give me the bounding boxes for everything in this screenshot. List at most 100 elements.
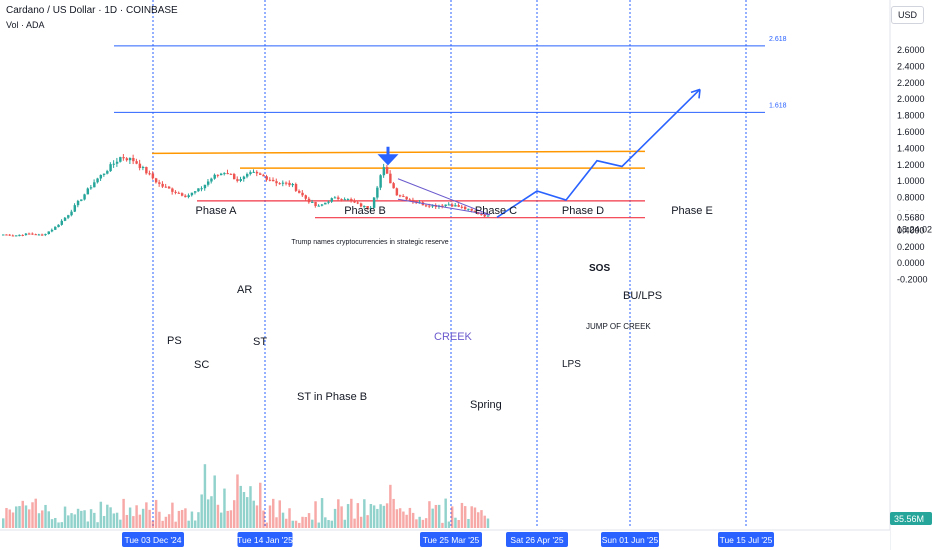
candle-body	[483, 214, 486, 217]
volume-bar	[125, 514, 129, 528]
candle-body	[236, 179, 239, 181]
candle-body	[285, 182, 288, 184]
candle-body	[83, 194, 86, 200]
candle-body	[262, 174, 265, 177]
volume-bar	[8, 509, 11, 528]
fib-label: 2.618	[769, 36, 787, 43]
volume-bar	[314, 501, 317, 528]
volume-bar	[278, 500, 281, 528]
candle-body	[89, 187, 93, 189]
volume-bar	[424, 518, 428, 528]
candle-body	[184, 195, 187, 198]
candle-body	[109, 164, 112, 172]
volume-bar	[324, 517, 327, 528]
volume-bar	[106, 504, 109, 528]
volume-bar	[275, 517, 278, 528]
level-lines: 2.618 1.618	[114, 36, 787, 219]
volume-bar	[288, 508, 291, 528]
volume-bar	[333, 508, 337, 528]
volume-bar	[428, 501, 431, 528]
candle-body	[128, 157, 132, 161]
candle-body	[298, 190, 301, 193]
volume-bar	[190, 511, 194, 528]
date-badge-label: Tue 15 Jul '25	[720, 535, 773, 545]
volume-bar	[437, 504, 441, 528]
volume-bar	[239, 485, 242, 528]
volume-bar	[441, 522, 444, 528]
candle-body	[372, 197, 376, 208]
volume-bar	[70, 513, 73, 528]
volume-bar	[83, 510, 86, 528]
volume-bar	[236, 474, 239, 528]
candle-body	[148, 173, 151, 175]
candle-body	[197, 188, 200, 192]
volume-bar	[60, 522, 64, 528]
volume-bar	[421, 519, 425, 528]
volume-bar	[63, 506, 67, 528]
candle-body	[174, 191, 177, 193]
volume-bar	[418, 516, 421, 528]
candle-body	[278, 183, 281, 185]
candle-body	[24, 233, 28, 236]
price-tick-label: 0.0000	[897, 258, 925, 268]
candle-body	[28, 233, 31, 235]
candle-body	[330, 198, 334, 202]
volume-bar	[372, 505, 376, 528]
volume-bar	[366, 515, 369, 528]
candle-body	[259, 173, 262, 175]
candle-body	[226, 173, 229, 175]
volume-bar	[392, 498, 395, 528]
news-annotation: Trump names cryptocurrencies in strategi…	[291, 239, 448, 246]
volume-bar	[47, 511, 50, 528]
volume-bar	[340, 506, 343, 528]
candle-body	[402, 195, 405, 197]
candle-body	[161, 183, 164, 187]
volume-bar	[148, 509, 151, 528]
volume-bar	[291, 520, 294, 528]
candle-body	[307, 198, 311, 203]
time-axis[interactable]: Tue 03 Dec '24 Tue 14 Jan '25 Tue 25 Mar '…	[0, 529, 890, 550]
candle-body	[294, 184, 298, 191]
candle-body	[73, 205, 77, 212]
candle-body	[447, 204, 451, 206]
candle-body	[21, 234, 24, 236]
currency-button[interactable]: USD	[890, 6, 924, 24]
volume-bar	[395, 509, 399, 528]
price-tick-label: 2.2000	[897, 78, 925, 88]
candle-body	[246, 174, 249, 177]
volume-bar	[389, 484, 392, 528]
candle-body	[395, 188, 399, 196]
volume-bar	[15, 506, 18, 528]
volume-bar	[408, 507, 412, 528]
price-tick-label: 2.4000	[897, 61, 925, 71]
date-badge	[506, 532, 568, 547]
candle-body	[47, 231, 50, 235]
volume-bar	[216, 504, 220, 528]
candle-body	[340, 199, 343, 201]
volume-bar	[174, 521, 177, 528]
volume-bar	[262, 510, 265, 528]
candle-body	[398, 195, 402, 197]
candlestick-series	[2, 154, 490, 237]
volume-bar	[200, 494, 203, 528]
sc-label: SC	[194, 359, 209, 371]
candle-body	[444, 204, 447, 207]
price-axis[interactable]: 2.6000 2.4000 2.2000 2.0000 1.8000 1.6000 1.40…	[889, 0, 932, 550]
candle-body	[41, 234, 44, 236]
lps-label: LPS	[562, 359, 581, 370]
candle-body	[141, 167, 145, 169]
candle-body	[249, 172, 252, 175]
volume-bar	[434, 504, 438, 528]
volume-bar	[67, 515, 70, 528]
candle-body	[376, 187, 379, 198]
candle-body	[327, 201, 330, 203]
candle-body	[99, 174, 103, 179]
candle-body	[67, 215, 70, 218]
candle-body	[216, 174, 220, 176]
candle-body	[359, 203, 363, 207]
volume-bar	[298, 522, 301, 528]
volume-bar	[255, 505, 259, 528]
volume-bar	[483, 515, 486, 528]
volume-bar	[346, 504, 350, 528]
